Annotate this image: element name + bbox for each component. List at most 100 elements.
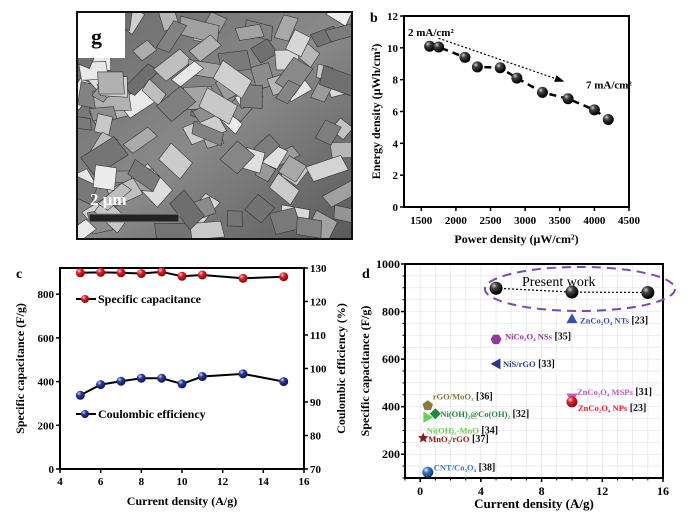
- point-label: NiS/rGO [33]: [503, 359, 555, 370]
- panel-b-label: b: [370, 11, 378, 26]
- sem-flake: [314, 119, 342, 146]
- sem-flake: [92, 164, 118, 191]
- panel-c-chart: c 4 6 8 10 12 14 16 0 200 400 600 800 70 80 90 100 110 12…: [13, 263, 348, 508]
- point-reference: [34]: [479, 425, 498, 436]
- y2-tick-label: 100: [310, 364, 327, 376]
- sem-flake: [275, 79, 301, 105]
- y-tick-label: 4: [393, 138, 399, 150]
- y-tick-label: 12: [387, 11, 399, 23]
- point-reference: [32]: [510, 409, 529, 420]
- data-point: [471, 61, 483, 73]
- legend-marker: [81, 410, 89, 418]
- present-work-point: [565, 285, 579, 299]
- scale-bar: [88, 213, 180, 223]
- point-reference: [23]: [629, 316, 648, 327]
- data-point: [588, 104, 600, 116]
- sem-flake: [78, 114, 92, 131]
- point-label: ZnCo₂O₄ NPs [23]: [578, 403, 646, 414]
- sem-flake: [78, 174, 98, 205]
- sem-flakes-texture: [78, 13, 351, 238]
- sem-flake: [93, 113, 114, 136]
- x-tick-label: 6: [98, 476, 104, 488]
- y-tick-label: 600: [38, 333, 55, 345]
- x-tick-label: 14: [258, 476, 270, 488]
- present-work-point: [641, 286, 655, 300]
- point-material-name: rGO/MoO₃: [433, 392, 474, 402]
- marker-star: [417, 432, 429, 443]
- point-reference: [36]: [474, 392, 493, 403]
- x-tick-label: 3500: [549, 215, 572, 227]
- data-point: [116, 376, 126, 386]
- point-reference: [23]: [627, 403, 646, 414]
- point-reference: [31]: [633, 387, 652, 398]
- sem-flake: [191, 120, 224, 147]
- point-reference: [35]: [552, 331, 571, 342]
- data-point: [238, 273, 248, 283]
- series-line: [429, 44, 609, 121]
- sem-flake: [244, 193, 275, 224]
- present-work-label: Present work: [522, 275, 596, 290]
- sem-flake: [170, 60, 205, 88]
- present-work-point: [489, 281, 503, 295]
- data-point: [602, 113, 614, 125]
- point-material-name: Ni(OH)₂-MnO: [427, 425, 480, 435]
- marker-diamond: [429, 408, 441, 420]
- sem-flake: [80, 136, 129, 177]
- data-point: [424, 40, 436, 52]
- point-material-name: NiCo₂O₄ NSs: [505, 331, 553, 341]
- y-tick-label: 800: [38, 289, 55, 301]
- data-point: [177, 379, 187, 389]
- x-tick-label: 3000: [514, 215, 537, 227]
- y-tick-label: 800: [382, 305, 400, 319]
- x-tick-label: 4: [57, 476, 63, 488]
- y2-tick-label: 80: [310, 431, 322, 443]
- present-work-line: [496, 287, 648, 294]
- x-tick-label: 4: [478, 484, 484, 498]
- point-label: Ni(OH)₂-MnO [34]: [427, 425, 498, 436]
- point-reference: [37]: [469, 434, 488, 445]
- trend-arrow: [438, 37, 565, 82]
- x-tick-label: 0: [417, 484, 423, 498]
- annotation-start: 2 mA/cm²: [408, 27, 454, 39]
- point-label: ZnCo₂O₄ NTs [23]: [580, 316, 648, 327]
- x-tick-label: 10: [177, 476, 189, 488]
- y2-tick-label: 110: [310, 330, 326, 342]
- point-material-name: ZnCo₂O₄ MSPs: [577, 387, 634, 397]
- y-tick-label: 400: [382, 400, 400, 414]
- x-tick-label: 8: [539, 484, 545, 498]
- sem-flake: [154, 223, 193, 238]
- sem-flake: [319, 65, 351, 98]
- sem-flake: [226, 210, 243, 227]
- point-label: CNT/Co₃O₄ [38]: [434, 462, 496, 473]
- y-tick-label: 1000: [376, 257, 400, 271]
- sem-flake: [321, 177, 351, 208]
- sem-flake: [219, 140, 255, 175]
- x-tick-label: 1500: [410, 215, 433, 227]
- point-material-name: CNT/Co₃O₄: [434, 462, 477, 472]
- marker-triangle-right: [423, 411, 434, 423]
- marker-triangle-left: [490, 358, 501, 370]
- x-axis-label: Current density (A/g): [127, 494, 237, 508]
- point-label: rGO/MoO₃ [36]: [433, 392, 493, 403]
- point-material-name: Ni(OH)₂@Co(OH)₂: [440, 409, 510, 419]
- marker-circle: [566, 396, 578, 408]
- point-reference: [33]: [536, 359, 555, 370]
- y-tick-label: 200: [382, 447, 400, 461]
- panel-b-chart: b 1500 2000 2500 3000 3500 4000 4500 0 2 4 6 8 10 12 P…: [369, 11, 641, 246]
- data-point: [459, 51, 471, 63]
- sem-flake: [158, 142, 193, 180]
- y-tick-label: 2: [393, 170, 399, 182]
- x-tick-label: 12: [217, 476, 229, 488]
- point-material-name: MnO₂/rGO: [428, 434, 470, 444]
- sem-flake: [127, 158, 161, 193]
- data-point: [238, 369, 248, 379]
- point-reference: [38]: [476, 462, 495, 473]
- panel-g-label: g: [91, 24, 102, 49]
- sem-flake: [169, 189, 205, 231]
- y2-tick-label: 70: [310, 464, 322, 476]
- point-material-name: ZnCo₂O₄ NTs: [580, 316, 630, 326]
- y2-tick-label: 90: [310, 397, 322, 409]
- x-tick-label: 2500: [480, 215, 503, 227]
- x-axis-label: Current density (A/g): [474, 496, 594, 511]
